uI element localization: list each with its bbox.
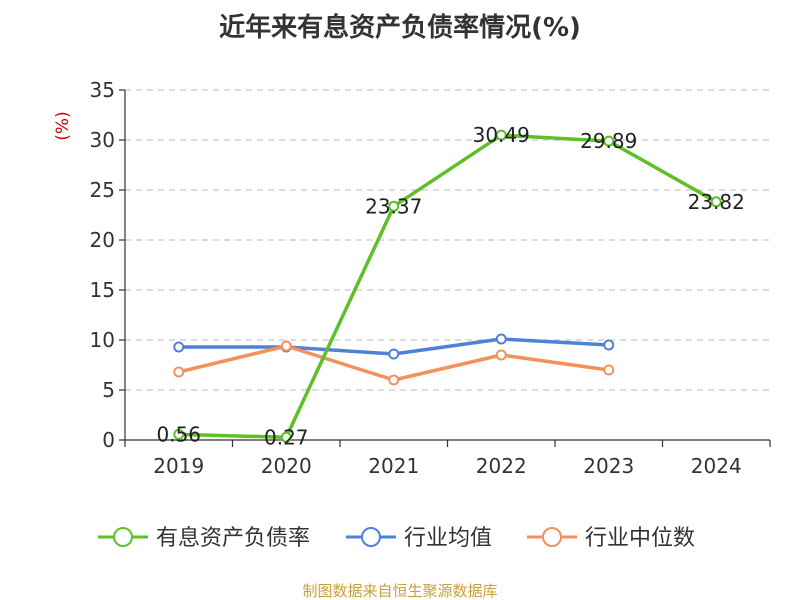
x-tick-label: 2020: [261, 454, 312, 478]
series-line-0: [178, 133, 718, 440]
data-point: [495, 333, 507, 345]
data-label: 23.82: [688, 190, 745, 214]
y-tick-label: 10: [90, 328, 115, 352]
y-tick-label: 35: [90, 78, 115, 102]
x-tick-label: 2019: [153, 454, 204, 478]
y-tick-label: 5: [102, 378, 115, 402]
grid-lines: [125, 89, 770, 391]
legend-marker: [113, 527, 133, 547]
data-point: [388, 374, 400, 386]
data-point: [495, 129, 507, 141]
chart-title: 近年来有息资产负债率情况(%): [219, 12, 581, 43]
data-point: [280, 431, 292, 443]
data-point: [603, 135, 615, 147]
y-tick-label: 30: [90, 128, 115, 152]
x-tick-label: 2023: [583, 454, 634, 478]
data-point: [280, 340, 292, 352]
legend-label: 有息资产负债率: [156, 526, 310, 551]
data-point: [173, 428, 185, 440]
y-axis-label: (%): [53, 111, 73, 140]
legend-label: 行业中位数: [585, 526, 695, 551]
source-note: 制图数据来自恒生聚源数据库: [302, 582, 497, 600]
x-tick-label: 2024: [691, 454, 742, 478]
y-tick-label: 0: [102, 428, 115, 452]
data-label: 0.56: [156, 422, 201, 446]
data-point: [388, 200, 400, 212]
legend-marker: [361, 527, 381, 547]
data-label: 0.27: [264, 425, 309, 449]
data-label: 29.89: [580, 129, 637, 153]
data-point: [603, 339, 615, 351]
x-tick-label: 2021: [368, 454, 419, 478]
series-layer: 0.56 0.27 23.37 30.49 29.89 23.82: [156, 123, 744, 449]
data-label: 23.37: [365, 194, 422, 218]
data-point: [710, 196, 722, 208]
data-point: [495, 349, 507, 361]
legend-marker: [542, 527, 562, 547]
data-point: [603, 364, 615, 376]
data-point: [173, 366, 185, 378]
y-tick-label: 15: [90, 278, 115, 302]
x-tick-label: 2022: [476, 454, 527, 478]
y-tick-label: 20: [90, 228, 115, 252]
data-point: [388, 348, 400, 360]
data-label: 30.49: [473, 123, 530, 147]
axes: 0 5 10 15 20 25 30 35 2019 2020 2021 2022 2023 2024: [90, 78, 771, 478]
legend: 有息资产负债率 行业均值 行业中位数: [98, 526, 695, 551]
legend-label: 行业均值: [404, 526, 492, 551]
y-tick-label: 25: [90, 178, 115, 202]
data-point: [173, 341, 185, 353]
